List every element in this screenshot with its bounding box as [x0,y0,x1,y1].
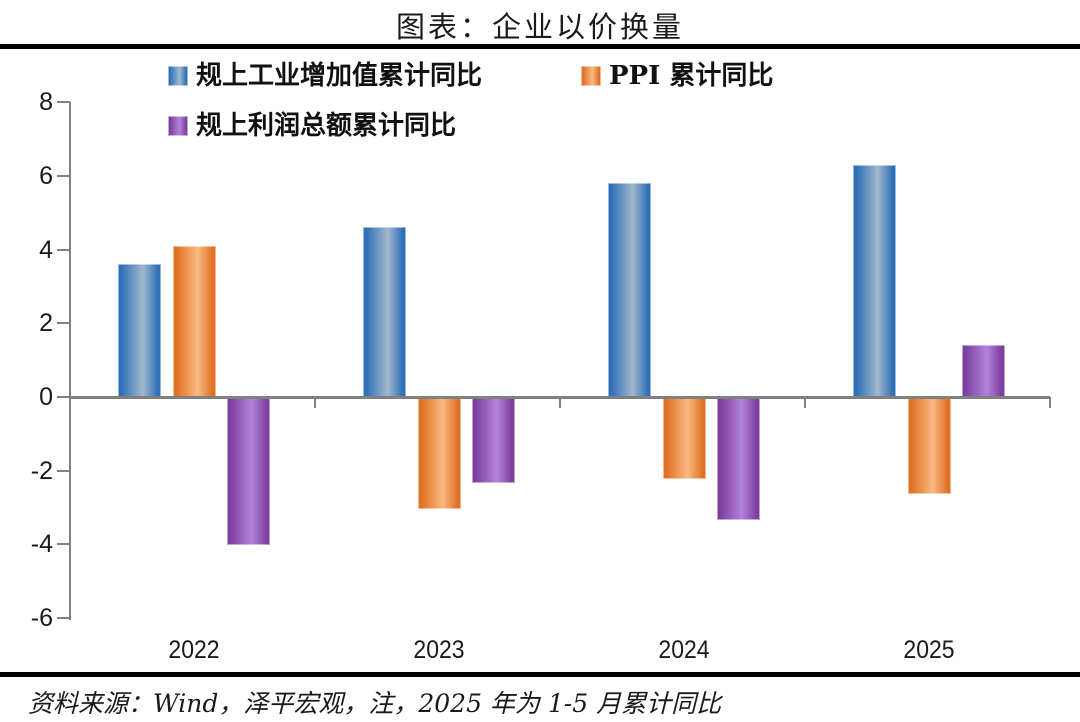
bottom-divider [0,672,1080,677]
x-tick-mark [314,397,316,408]
x-tick-mark [1049,397,1051,408]
x-tick-label: 2024 [658,636,710,664]
bar-ppi-2024 [662,398,706,480]
x-axis-line [70,396,1050,399]
bar-profit-2025 [962,345,1005,397]
y-tick-mark [57,101,70,104]
legend-swatch-icon [581,66,601,86]
y-tick-label: 4 [39,235,53,264]
x-tick-label: 2023 [413,636,465,664]
bar-industrial-value-2023 [363,227,406,397]
chart-title: 图表：企业以价换量 [395,10,684,44]
legend-item: 规上工业增加值累计同比 [168,61,483,91]
y-tick-label: -2 [30,456,53,485]
legend-label: 规上利润总额累计同比 [196,111,457,141]
legend-swatch-icon [168,116,188,136]
x-tick-mark [559,397,561,408]
legend-label: PPI 累计同比 [609,61,774,91]
bar-ppi-2022 [172,245,216,397]
y-tick-mark [57,248,70,251]
y-tick-mark [57,543,70,546]
y-tick-mark [57,396,70,398]
source-note: 资料来源：Wind，泽平宏观，注，2025 年为 1-5 月累计同比 [28,689,722,718]
bar-industrial-value-2022 [118,264,161,397]
y-tick-mark [57,617,70,620]
legend-item: 规上利润总额累计同比 [168,111,457,141]
y-tick-mark [57,469,70,472]
bar-profit-2024 [717,398,760,520]
legend-swatch-icon [168,66,188,86]
bar-industrial-value-2025 [853,164,896,397]
bar-profit-2023 [472,398,515,483]
y-axis-line [69,102,71,620]
top-divider [0,44,1080,49]
y-tick-label: 8 [39,88,53,117]
legend-item: PPI 累计同比 [581,61,774,91]
y-tick-mark [57,174,70,177]
legend-label: 规上工业增加值累计同比 [196,61,483,91]
y-tick-label: -4 [30,530,53,559]
x-tick-label: 2022 [168,636,220,664]
x-tick-mark [804,397,806,408]
x-tick-label: 2025 [903,636,955,664]
y-tick-label: 0 [39,383,53,411]
bar-ppi-2023 [417,398,461,509]
y-tick-mark [57,322,70,325]
y-tick-label: -6 [30,604,53,633]
bar-ppi-2025 [907,398,951,494]
y-tick-label: 6 [39,161,53,190]
bar-profit-2022 [227,398,270,546]
bar-industrial-value-2024 [608,183,651,397]
y-tick-label: 2 [39,309,53,338]
